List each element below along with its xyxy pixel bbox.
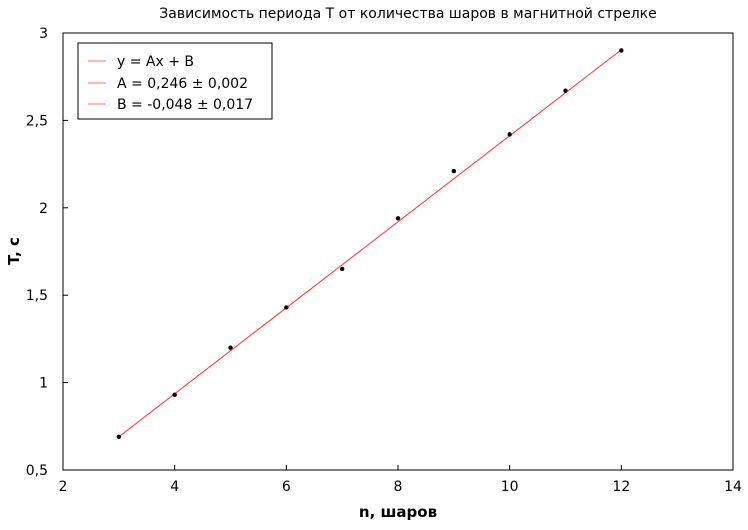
y-axis-label: T, с <box>5 237 23 265</box>
fit-line <box>118 49 622 438</box>
data-point <box>563 88 568 93</box>
x-tick-label: 10 <box>501 479 519 495</box>
data-points <box>116 48 624 439</box>
x-tick-label: 12 <box>612 479 630 495</box>
data-point <box>395 216 401 221</box>
y-tick-label: 1,5 <box>26 288 48 304</box>
legend-label-3: B = -0,048 ± 0,017 <box>117 97 253 113</box>
x-axis-ticks: 2 4 6 8 10 12 14 <box>59 465 742 495</box>
y-tick-label: 3 <box>39 26 48 42</box>
x-axis-label: n, шаров <box>359 503 437 521</box>
legend-label-1: y = Ax + B <box>117 54 194 70</box>
y-tick-label: 1 <box>39 376 48 392</box>
legend-box <box>77 42 273 120</box>
data-point <box>284 305 289 310</box>
data-point <box>451 168 457 174</box>
y-tick-label: 2 <box>39 201 48 217</box>
data-point <box>507 132 512 137</box>
x-tick-label: 8 <box>394 479 403 495</box>
y-tick-label: 2,5 <box>26 113 48 129</box>
x-tick-label: 4 <box>170 479 179 495</box>
x-tick-label: 2 <box>59 479 68 495</box>
y-axis-ticks: 0,5 1 1,5 2 2,5 3 <box>26 26 68 479</box>
data-point <box>116 434 122 439</box>
data-point <box>172 392 177 398</box>
legend-label-2: A = 0,246 ± 0,002 <box>117 76 248 92</box>
x-tick-label: 6 <box>282 479 291 495</box>
data-point <box>228 345 233 350</box>
legend: y = Ax + B A = 0,246 ± 0,002 B = -0,048 … <box>77 42 273 120</box>
y-tick-label: 0,5 <box>26 463 48 479</box>
chart-title: Зависимость периода T от количества шаро… <box>159 6 656 22</box>
x-tick-label: 14 <box>724 479 742 495</box>
data-point <box>619 48 624 53</box>
data-point <box>339 266 345 272</box>
